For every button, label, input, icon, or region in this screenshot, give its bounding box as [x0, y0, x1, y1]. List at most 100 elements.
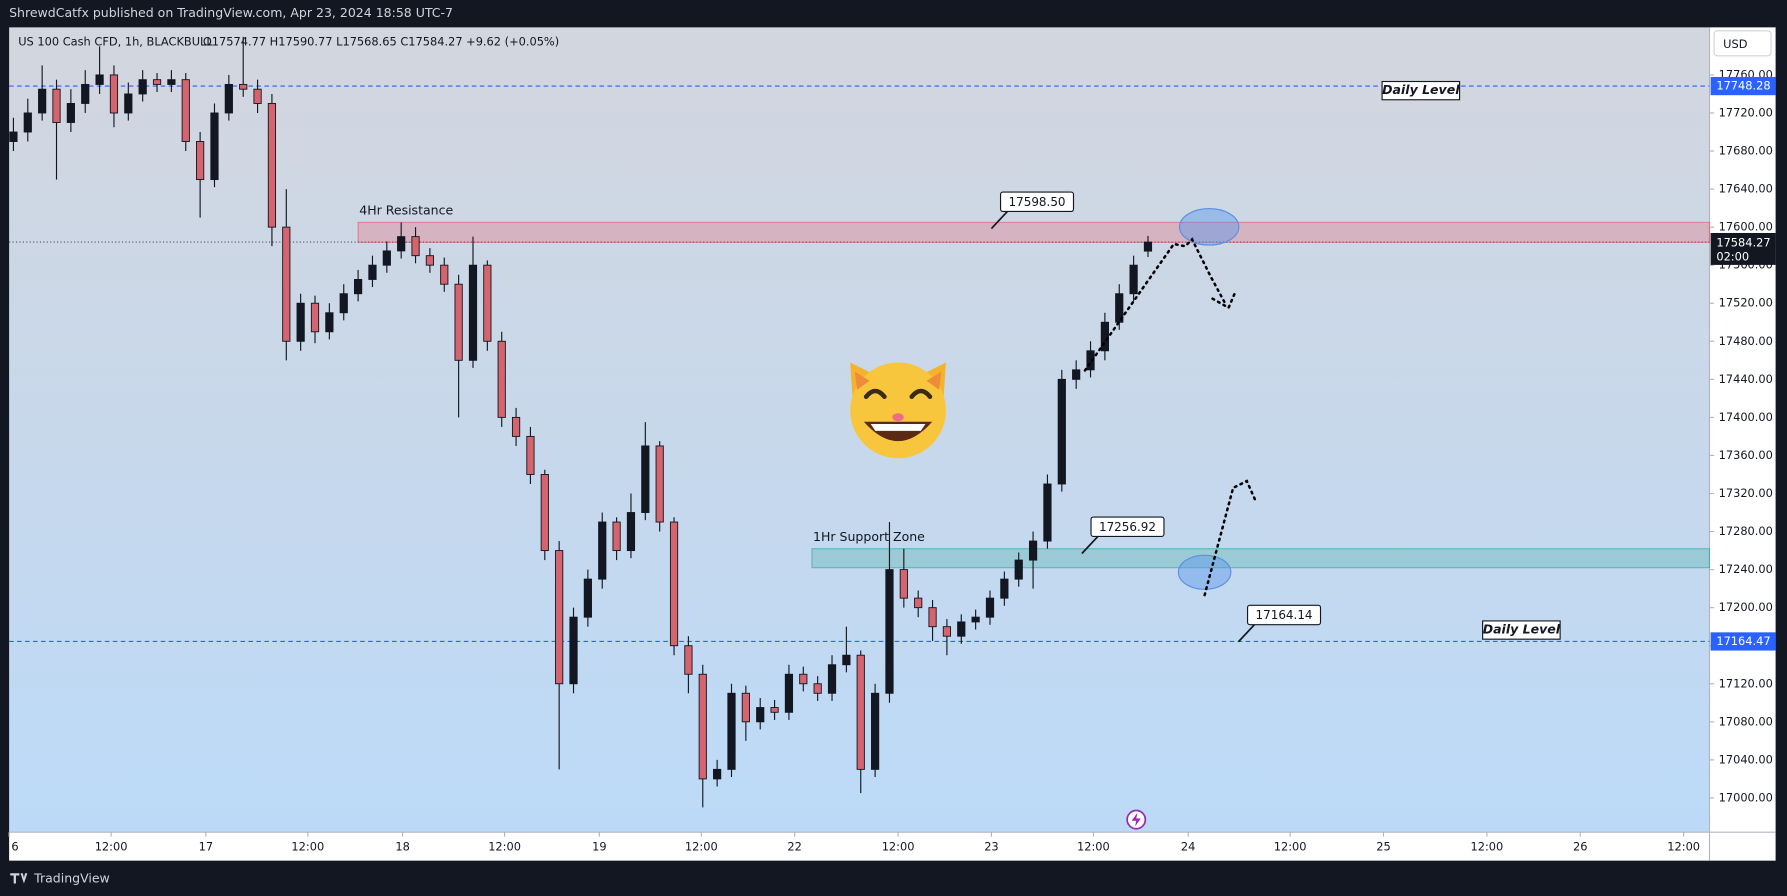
candle-body — [353, 278, 363, 295]
candle-body — [210, 112, 219, 181]
x-tick-label: 12:00 — [1471, 839, 1504, 853]
callout-pointer — [990, 210, 1009, 230]
currency-button[interactable] — [1713, 30, 1772, 57]
y-tick-label: 17640.00 — [1719, 182, 1773, 196]
candle-body — [957, 621, 966, 637]
candle-body — [397, 236, 406, 252]
x-tick-label: 12:00 — [488, 839, 521, 853]
target-ellipse — [1178, 208, 1240, 246]
candle-body — [152, 79, 162, 85]
publisher: ShrewdCatfx published on TradingView.com… — [9, 5, 453, 20]
x-tick-label: 25 — [1376, 839, 1390, 853]
x-tick-label: 12:00 — [1077, 839, 1110, 853]
candle-body — [196, 141, 205, 181]
candle-body — [66, 103, 75, 123]
callout-label: 17256.92 — [1099, 520, 1156, 534]
level-axis-box — [1710, 76, 1776, 96]
level-axis-label: 17164.47 — [1716, 634, 1770, 648]
candle-body — [368, 264, 377, 280]
candle-body — [282, 226, 291, 342]
candle-body — [267, 103, 277, 228]
candle-body — [727, 692, 736, 770]
zone — [357, 221, 1711, 243]
y-tick-label: 17200.00 — [1719, 600, 1773, 614]
x-tick-label: 22 — [787, 839, 801, 853]
candle-body — [741, 692, 750, 723]
level-label-box — [1381, 80, 1461, 101]
ohlc: O17574.77 H17590.77 L17568.65 C17584.27 … — [203, 35, 559, 49]
candle-body — [81, 83, 90, 104]
level-label: Daily Level — [1382, 82, 1460, 97]
y-tick-label: 17360.00 — [1719, 448, 1773, 462]
candle-body — [813, 683, 822, 694]
target-ellipse — [1177, 554, 1232, 590]
candle-body — [9, 131, 18, 142]
y-tick-label: 17040.00 — [1719, 752, 1773, 766]
candle-body — [411, 236, 420, 257]
level-label: Daily Level — [1483, 622, 1561, 637]
y-tick-label: 17280.00 — [1719, 524, 1773, 538]
candle-body — [339, 293, 348, 314]
candle-body — [655, 445, 664, 523]
candle-body — [1143, 241, 1153, 252]
candle-body — [52, 88, 61, 123]
y-tick-label: 17440.00 — [1719, 372, 1773, 386]
candle-body — [698, 673, 707, 780]
candle-body — [296, 302, 305, 342]
candle-body — [325, 312, 334, 333]
last-price-box — [1710, 232, 1776, 265]
zone-label: 4Hr Resistance — [359, 202, 453, 217]
candle-body — [856, 654, 865, 770]
candle-body — [526, 435, 535, 475]
callout-pointer — [1237, 624, 1256, 643]
y-tick-label: 17680.00 — [1719, 144, 1773, 158]
candle-body — [1000, 578, 1009, 599]
candle-body — [713, 768, 722, 780]
forecast-path — [1083, 237, 1237, 372]
level-axis-box — [1710, 632, 1776, 651]
x-tick-label: 12:00 — [685, 839, 718, 853]
last-price-label: 17584.27 — [1716, 236, 1770, 250]
x-tick-label: 23 — [984, 839, 998, 853]
candle-body — [971, 616, 980, 623]
candle-body — [1100, 321, 1109, 352]
candle-body — [1028, 540, 1038, 561]
candle-body — [598, 521, 607, 580]
time-axis — [9, 832, 1776, 861]
x-tick-label: 6 — [11, 839, 18, 853]
candle-body — [511, 416, 521, 437]
candle-body — [382, 250, 391, 266]
candle-body — [827, 664, 837, 694]
y-tick-label: 17400.00 — [1719, 410, 1773, 424]
x-tick-label: 12:00 — [1274, 839, 1307, 853]
callout-label: 17598.50 — [1009, 195, 1066, 209]
candle-body — [885, 569, 894, 694]
y-tick-label: 17000.00 — [1719, 790, 1773, 804]
candle-body — [95, 74, 104, 85]
callout-pointer — [1081, 535, 1099, 555]
callout-box — [1246, 604, 1322, 626]
candle-body — [239, 83, 248, 90]
candle-body — [612, 521, 621, 552]
y-tick-label: 17320.00 — [1719, 486, 1773, 500]
candle-body — [483, 264, 492, 342]
y-tick-label: 17600.00 — [1719, 220, 1773, 234]
candle-body — [914, 597, 923, 609]
brand-logo — [10, 873, 28, 884]
price-axis — [1709, 27, 1776, 833]
y-tick-label: 17520.00 — [1719, 296, 1773, 310]
candle-body — [928, 607, 937, 628]
candle-body — [641, 445, 650, 513]
candle-body — [1043, 483, 1052, 542]
y-tick-label: 17480.00 — [1719, 334, 1773, 348]
candle-body — [684, 645, 693, 675]
callout-box — [999, 191, 1075, 213]
candle-body — [1057, 378, 1066, 485]
y-tick-label: 17080.00 — [1719, 714, 1773, 728]
candle-body — [842, 654, 851, 666]
x-tick-label: 24 — [1181, 839, 1195, 853]
candle-body — [1086, 350, 1095, 371]
candle-body — [942, 626, 952, 637]
